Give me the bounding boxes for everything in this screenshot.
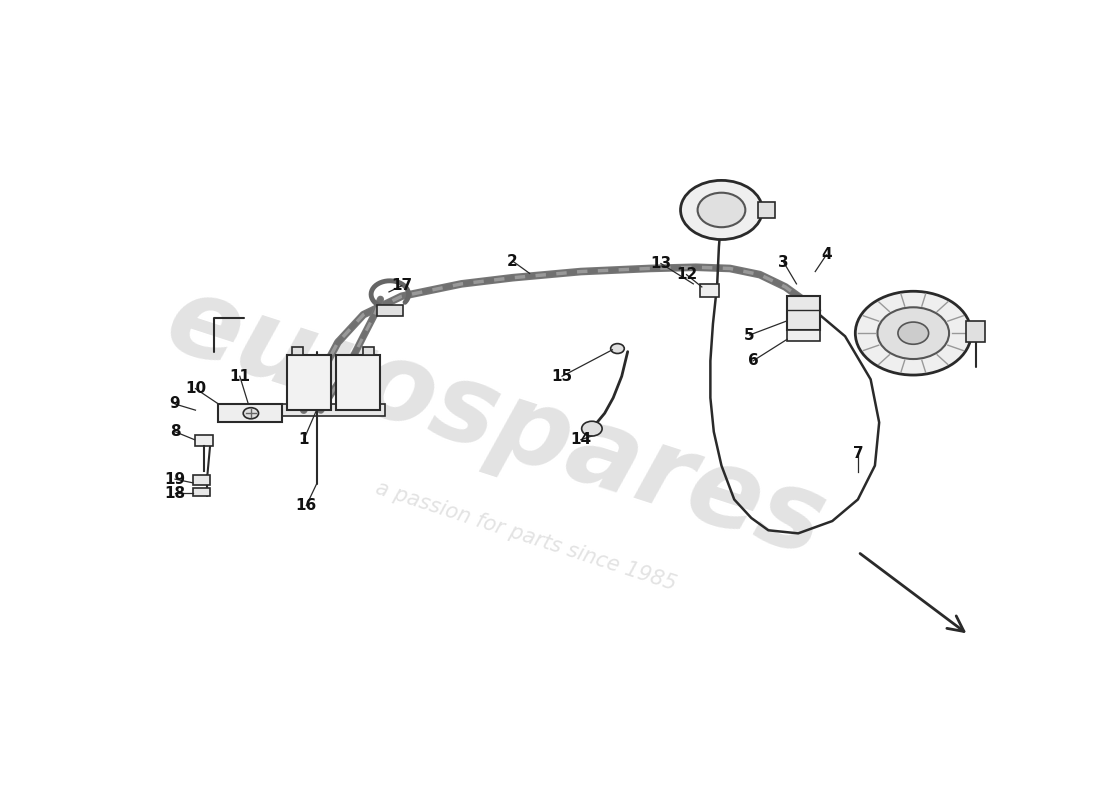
Text: 9: 9 bbox=[169, 397, 180, 411]
Circle shape bbox=[610, 344, 625, 354]
Circle shape bbox=[898, 322, 928, 344]
Bar bbox=[278, 404, 385, 416]
Bar bbox=[758, 202, 776, 218]
Text: 6: 6 bbox=[748, 354, 758, 368]
Text: 8: 8 bbox=[169, 424, 180, 439]
Text: eurospares: eurospares bbox=[153, 266, 838, 578]
Circle shape bbox=[582, 422, 602, 436]
Bar bbox=[192, 475, 210, 485]
Text: 13: 13 bbox=[650, 256, 671, 271]
Circle shape bbox=[856, 291, 971, 375]
Text: 5: 5 bbox=[745, 327, 755, 342]
Text: 15: 15 bbox=[551, 369, 573, 384]
Bar bbox=[192, 488, 210, 496]
Bar bbox=[788, 330, 820, 341]
Text: 3: 3 bbox=[779, 255, 789, 270]
Bar bbox=[219, 404, 283, 422]
Text: 4: 4 bbox=[821, 247, 832, 262]
Bar bbox=[287, 354, 331, 410]
Bar bbox=[788, 296, 820, 330]
Circle shape bbox=[681, 180, 762, 239]
Bar bbox=[363, 346, 374, 354]
Bar bbox=[377, 305, 403, 316]
Text: 19: 19 bbox=[164, 472, 186, 486]
Text: 14: 14 bbox=[570, 432, 592, 447]
Bar bbox=[337, 354, 381, 410]
Text: 17: 17 bbox=[392, 278, 412, 294]
Text: 10: 10 bbox=[185, 381, 206, 396]
Text: 12: 12 bbox=[675, 267, 697, 282]
Bar bbox=[700, 284, 719, 298]
Text: a passion for parts since 1985: a passion for parts since 1985 bbox=[373, 478, 679, 594]
Bar bbox=[292, 346, 302, 354]
Bar bbox=[966, 321, 984, 342]
Bar bbox=[195, 435, 213, 446]
Text: 16: 16 bbox=[296, 498, 317, 513]
Text: 18: 18 bbox=[164, 486, 186, 501]
Circle shape bbox=[697, 193, 746, 227]
Circle shape bbox=[243, 408, 258, 418]
Circle shape bbox=[878, 307, 949, 359]
Text: 7: 7 bbox=[852, 446, 864, 461]
Text: 11: 11 bbox=[229, 369, 251, 384]
Text: 2: 2 bbox=[507, 254, 518, 269]
Text: 1: 1 bbox=[298, 432, 309, 447]
